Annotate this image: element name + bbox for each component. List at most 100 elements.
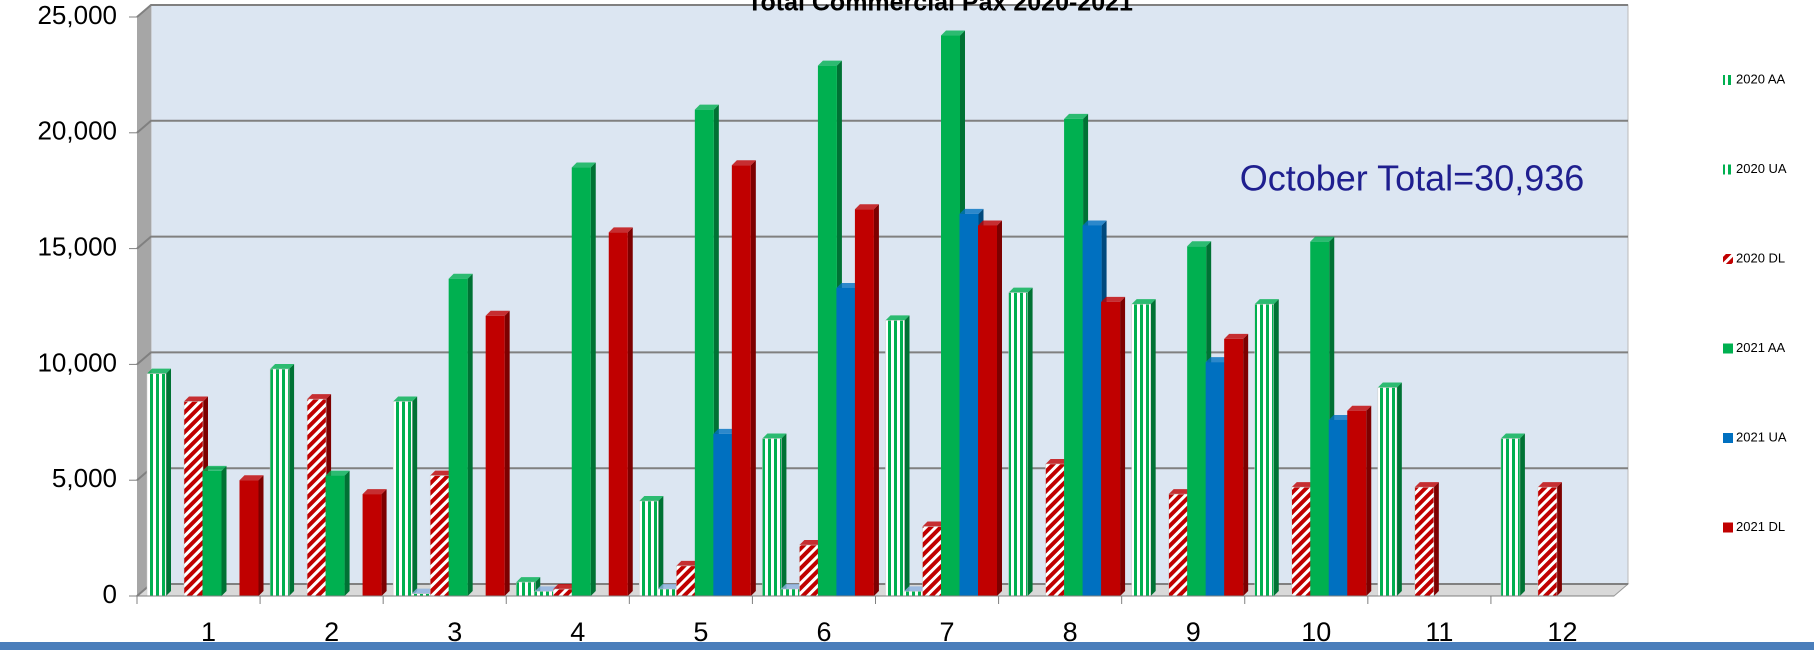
bar-top <box>694 104 719 110</box>
bar <box>978 225 997 596</box>
legend-label: 2020 AA <box>1736 71 1785 86</box>
bar-top <box>202 465 227 471</box>
y-tick-label: 20,000 <box>37 116 117 146</box>
bar-top <box>147 368 171 374</box>
bar <box>1205 362 1225 596</box>
bar <box>1291 486 1311 597</box>
legend-label: 2021 DL <box>1736 519 1785 534</box>
x-tick-label: 8 <box>1063 617 1078 647</box>
bar-top <box>1500 433 1525 439</box>
bar-top <box>1008 287 1033 293</box>
bar <box>553 588 573 597</box>
bar <box>183 401 204 597</box>
legend-swatch <box>1723 433 1733 443</box>
bar <box>639 500 659 597</box>
bar-top <box>780 584 805 590</box>
bar-side <box>1150 299 1156 596</box>
bar <box>429 475 450 597</box>
bar-side <box>381 489 387 596</box>
annotation: October Total=30,936 <box>1240 158 1585 199</box>
bar-side <box>590 162 596 597</box>
bar-side <box>467 273 473 596</box>
legend-label: 2021 UA <box>1736 429 1787 444</box>
bar <box>571 167 591 597</box>
legend-label: 2020 UA <box>1736 161 1787 176</box>
x-tick-label: 3 <box>447 617 462 647</box>
slide-band <box>0 642 1814 650</box>
bar-side <box>1273 299 1279 596</box>
bar <box>448 278 468 596</box>
bar <box>817 65 837 597</box>
bar-top <box>762 433 787 439</box>
bar <box>1008 292 1028 597</box>
bar-side <box>873 204 879 596</box>
bar <box>516 581 536 597</box>
bar <box>731 165 751 596</box>
bar-top <box>941 30 965 36</box>
y-tick-label: 5,000 <box>52 463 117 493</box>
bar <box>1328 419 1348 596</box>
bar-top <box>922 521 947 527</box>
bar-top <box>1310 236 1335 242</box>
bar <box>941 35 960 596</box>
bar-top <box>1045 458 1070 464</box>
bar <box>762 438 782 597</box>
y-tick-label: 25,000 <box>37 0 117 30</box>
bar-side <box>1243 333 1249 596</box>
bar <box>1045 463 1065 597</box>
bar-top <box>1347 405 1372 411</box>
bar-side <box>750 160 756 596</box>
grid-line <box>136 119 1628 134</box>
bar-side <box>627 227 633 596</box>
bar <box>1537 486 1558 597</box>
bar <box>922 526 942 597</box>
bar <box>1347 410 1367 596</box>
bar-top <box>362 489 387 495</box>
bar-top <box>516 577 541 583</box>
bar <box>202 470 222 596</box>
bar-side <box>1519 433 1525 596</box>
legend-swatch <box>1723 522 1733 533</box>
bar <box>534 591 554 597</box>
bar-top <box>836 282 861 288</box>
bar-top <box>885 315 910 321</box>
grid-line <box>136 4 1628 18</box>
chart-title: Total Commercial Pax 2020-2021 <box>747 0 1133 17</box>
bar-top <box>430 470 455 476</box>
x-tick-label: 4 <box>570 617 585 647</box>
bar-side <box>289 364 295 596</box>
bar-side <box>1027 287 1033 596</box>
bar-side <box>1396 382 1402 596</box>
bar-side <box>1366 405 1372 596</box>
bar <box>269 368 290 597</box>
bar-side <box>781 433 787 596</box>
bar <box>306 398 327 597</box>
bar-top <box>325 470 350 476</box>
legend-label: 2020 DL <box>1736 250 1785 265</box>
x-tick-label: 2 <box>324 617 339 647</box>
bar <box>325 475 345 596</box>
bar-top <box>1205 357 1230 363</box>
bar <box>362 494 382 596</box>
x-tick-label: 9 <box>1186 617 1201 647</box>
bar <box>694 109 714 596</box>
bar-top <box>307 394 332 400</box>
legend-label: 2021 AA <box>1736 340 1785 355</box>
y-tick-label: 0 <box>103 579 117 609</box>
bar-top <box>1064 113 1089 119</box>
bar <box>1310 241 1330 597</box>
bar-top <box>608 227 633 233</box>
x-tick-label: 5 <box>693 617 708 647</box>
bar-top <box>1537 482 1562 488</box>
bar <box>146 373 167 597</box>
bar <box>608 232 628 596</box>
bar <box>239 480 259 596</box>
bar <box>1064 118 1084 597</box>
bar-top <box>1414 482 1439 488</box>
bar-top <box>1377 382 1402 388</box>
bar-top <box>676 560 701 566</box>
bar <box>1082 225 1102 596</box>
bar-top <box>393 396 418 402</box>
floor <box>135 583 1630 597</box>
